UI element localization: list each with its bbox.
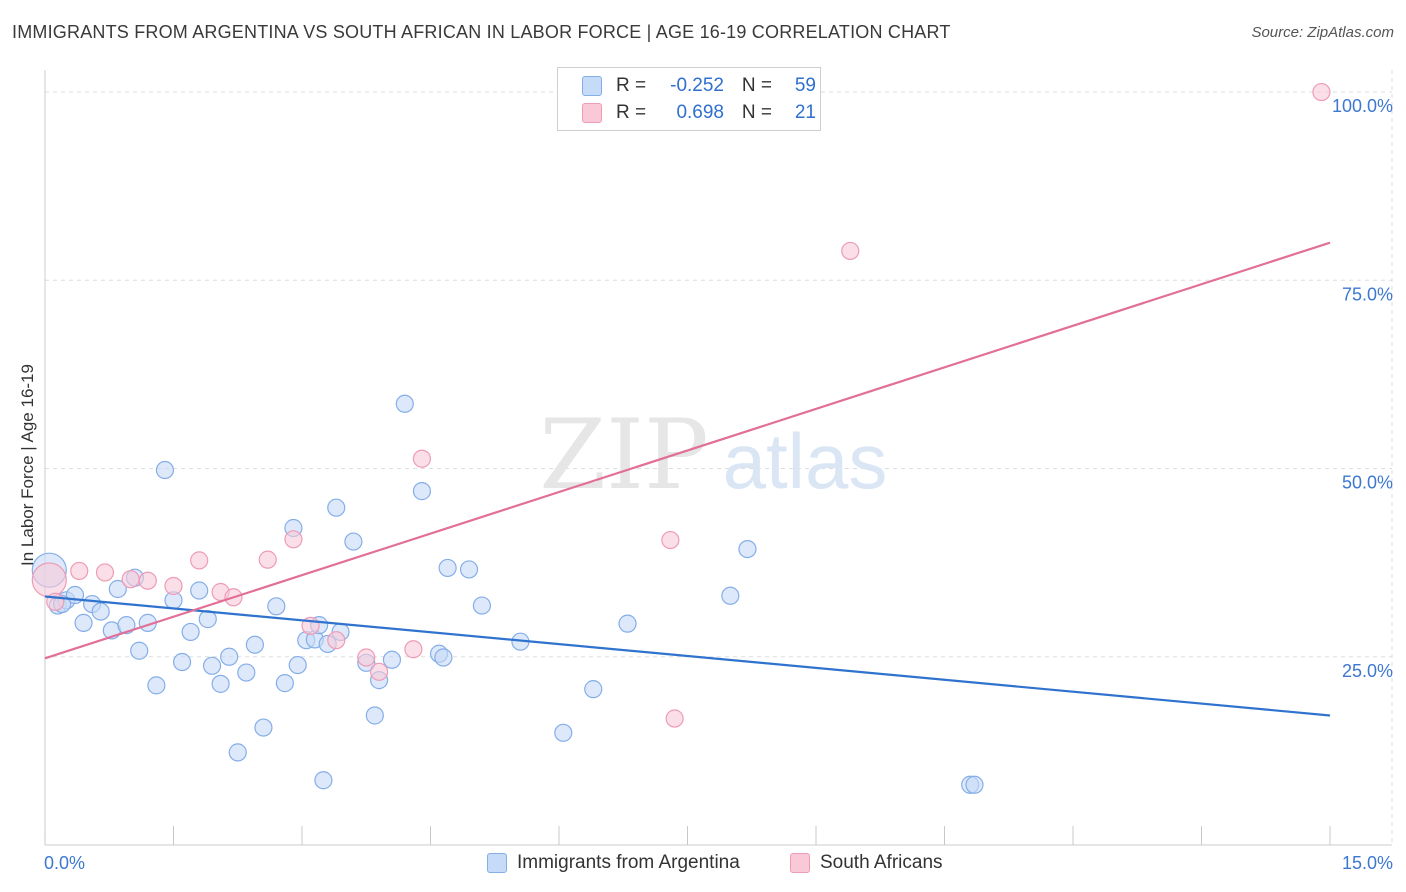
south-african-point [138,571,157,590]
south-african-point [70,561,89,581]
south-african-point [121,570,140,589]
axes [44,70,1392,846]
argentina-point [365,706,384,725]
watermark-atlas: atlas [723,417,888,505]
legend-r-value: 0.698 [676,102,724,123]
series-name-argentina: Immigrants from Argentina [517,852,740,873]
south-african-point [661,530,680,550]
legend-swatch-pink [582,103,602,123]
legend-r-value: -0.252 [670,75,724,96]
argentina-point [211,674,230,693]
argentina-point [91,602,110,621]
south-african-point [31,562,67,598]
argentina-point [721,586,740,605]
argentina-point [344,532,363,551]
south-african-point [95,563,115,582]
legend-row-south-africans: R = 0.698 N = 21 [582,100,816,126]
argentina-point [472,596,491,615]
correlation-legend: R = -0.252 N = 59 R = 0.698 N = 21 [557,67,821,131]
series-legend: Immigrants from Argentina South Africans [0,852,1406,878]
south-african-point [284,530,303,549]
argentina-point [459,560,479,579]
legend-n-value: 59 [794,75,816,96]
argentina-point [190,581,209,600]
south-african-point [404,640,423,659]
legend-row-argentina: R = -0.252 N = 59 [582,73,816,99]
argentina-point [245,635,264,654]
argentina-point [228,743,247,762]
south-african-point [841,241,860,261]
argentina-point [202,656,222,675]
argentina-point [220,647,239,666]
argentina-point [147,676,166,695]
legend-r-label: R = [616,75,647,96]
argentina-point [108,579,127,599]
argentina-point [618,614,637,633]
south-african-trend-line [44,241,1331,660]
south-african-point [357,648,376,667]
legend-n-label: N = [741,102,772,123]
watermark: ZIP atlas [539,399,887,511]
south-african-point [164,576,183,596]
chart-title: IMMIGRANTS FROM ARGENTINA VS SOUTH AFRIC… [12,22,951,42]
argentina-point [438,558,457,578]
argentina-point [267,597,286,616]
x-tick-label: 0.0% [44,853,85,873]
series-swatch-blue [487,853,507,873]
argentina-point [584,680,603,699]
legend-r-label: R = [616,102,647,123]
argentina-point [181,622,200,642]
argentina-point [382,650,402,669]
argentina-point [327,498,346,517]
argentina-point [130,641,149,660]
series-legend-argentina[interactable]: Immigrants from Argentina [487,852,740,874]
argentina-point [412,482,432,501]
y-tick-label: 25.0% [1342,661,1393,681]
argentina-point [172,652,192,672]
legend-swatch-blue [582,76,602,96]
south-african-point [370,662,389,681]
argentina-point [738,539,757,559]
tick-labels: 25.0% 50.0% 75.0% 100.0% 0.0% 15.0% [44,96,1393,873]
y-tick-label: 50.0% [1342,473,1393,493]
south-african-point [665,709,684,728]
trend-lines [44,241,1331,717]
argentina-point [237,663,256,682]
argentina-point [155,460,175,480]
watermark-zip: ZIP [539,399,708,511]
argentina-point [314,771,333,790]
argentina-point [965,775,984,794]
series-legend-south-africans[interactable]: South Africans [790,852,943,874]
gridlines [45,70,1393,845]
x-tick-label: 15.0% [1342,853,1393,873]
source-credit: Source: ZipAtlas.com [1251,24,1394,41]
south-african-point [1312,82,1331,102]
argentina-point [395,394,414,413]
series-name-south-africans: South Africans [820,852,943,873]
argentina-point [288,655,307,675]
south-african-point [258,550,277,569]
y-tick-label: 75.0% [1342,284,1393,304]
argentina-point [434,648,453,667]
argentina-point [117,616,136,635]
argentina-point [74,613,93,632]
south-african-point [327,631,346,650]
y-tick-label: 100.0% [1332,96,1393,116]
legend-n-value: 21 [794,102,816,123]
south-african-point [190,551,209,570]
argentina-trend-line [44,595,1331,717]
legend-n-label: N = [741,75,772,96]
south-african-point [412,449,432,468]
data-points [31,82,1331,794]
argentina-point [254,718,273,737]
series-swatch-pink [790,853,810,873]
argentina-point [554,723,573,742]
argentina-point [275,674,294,693]
y-axis-label: In Labor Force | Age 16-19 [18,364,37,566]
